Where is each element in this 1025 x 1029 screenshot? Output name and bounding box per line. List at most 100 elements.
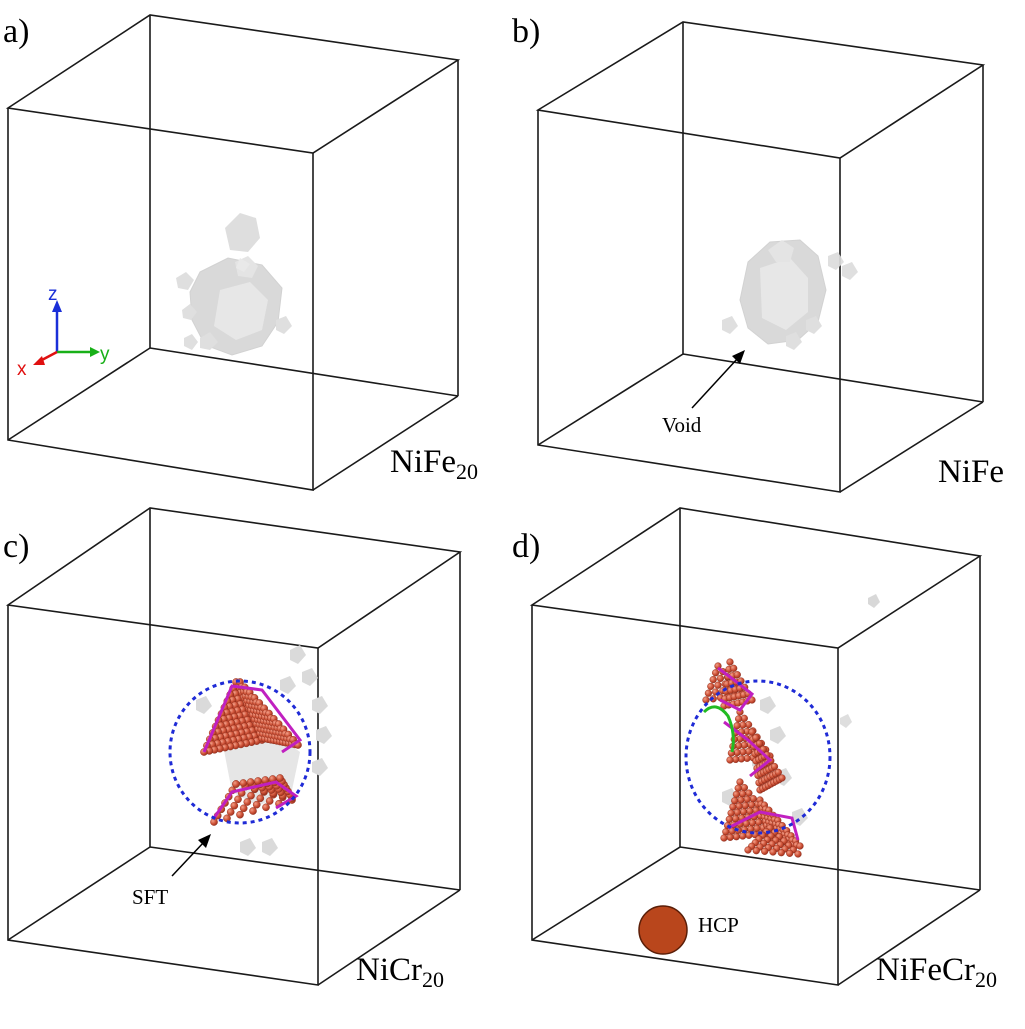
hcp-atom (761, 847, 769, 855)
hcp-legend-label: HCP (698, 913, 739, 937)
hcp-atom (246, 778, 255, 786)
hcp-atom (740, 783, 749, 792)
hcp-atom (730, 664, 738, 672)
stray-atom-d (868, 594, 880, 608)
stacking-fault-line-d2 (723, 720, 773, 778)
void-cluster-b (722, 239, 858, 350)
hcp-atom (254, 777, 262, 785)
hcp-atom (731, 797, 739, 805)
box-bottom-right-edge (312, 395, 459, 491)
box-front-edges (531, 605, 839, 986)
box-hidden-edges (537, 22, 684, 446)
stacking-fault-line-lower (212, 780, 299, 819)
box-top-face (535, 21, 986, 159)
simulation-box-a (5, 14, 461, 491)
panel-b-label: b) (512, 13, 540, 50)
box-top-face (529, 507, 983, 649)
box-front-edges (537, 110, 841, 493)
hcp-atom (739, 832, 747, 840)
hcp-atom (726, 658, 734, 666)
hcp-atom (755, 739, 764, 748)
highlight-circle-d (684, 679, 832, 835)
void-annotation: Void (662, 350, 745, 437)
hcp-atom (752, 734, 760, 742)
z-axis-label: z (48, 284, 58, 305)
hcp-atom (778, 774, 786, 782)
hcp-atom (746, 807, 754, 815)
hcp-atom (252, 800, 261, 809)
box-front-edges (7, 108, 314, 491)
hcp-atom (733, 722, 741, 730)
hcp-atom (777, 849, 785, 857)
void-label: Void (662, 413, 702, 437)
hcp-atom (770, 762, 779, 771)
sft-cluster (168, 645, 332, 856)
hcp-atom (249, 807, 257, 815)
hcp-atom (733, 808, 741, 817)
hcp-atom (734, 715, 743, 723)
hcp-atom (769, 848, 777, 856)
hcp-atom (733, 671, 741, 679)
panel-b: b) Void NiFe (512, 13, 1004, 493)
panel-c: c) (3, 507, 463, 992)
box-front-edges (7, 605, 319, 986)
panel-a: a) z y (3, 13, 478, 491)
dislocation-line-green (702, 705, 735, 753)
sft-label: SFT (132, 885, 168, 909)
panel-c-label: c) (3, 528, 29, 565)
hcp-atom (732, 790, 741, 799)
stacking-fault-line-upper (202, 684, 303, 754)
hcp-atom (262, 803, 270, 812)
hcp-legend-swatch (638, 905, 688, 955)
box-hidden-edges (7, 15, 151, 441)
hcp-atom (716, 674, 725, 683)
hcp-atom (748, 728, 756, 736)
hcp-atom (726, 833, 734, 841)
void-arrowhead-icon (732, 350, 745, 364)
hcp-atom (743, 795, 751, 803)
hcp-atom (256, 794, 265, 803)
x-axis-label: x (17, 359, 27, 380)
hcp-atom (726, 756, 734, 764)
x-arrowhead-icon (33, 356, 45, 365)
stacking-fault-line-d3 (727, 810, 800, 841)
highlight-circle-c (168, 679, 312, 825)
stacking-fault-line-d1 (717, 666, 755, 712)
sft-annotation: SFT (132, 834, 211, 909)
stray-atom-d2 (840, 714, 852, 728)
hcp-atom (748, 819, 757, 827)
box-hidden-edges (7, 508, 151, 941)
hcp-atom (739, 808, 748, 816)
y-axis-label: y (100, 344, 110, 365)
hcp-atom (709, 675, 717, 684)
void-pointer-line (691, 357, 739, 409)
panel-d: d) (512, 507, 997, 992)
hcp-atom (707, 682, 715, 691)
box-bottom-back-edge (149, 347, 459, 397)
panel-a-label: a) (3, 13, 29, 50)
hcp-atom (727, 809, 735, 817)
box-bottom-right-edge (317, 889, 461, 986)
box-bottom-back-edge (149, 846, 461, 891)
hcp-atom (774, 768, 782, 776)
hcp-atom (725, 815, 733, 823)
hcp-atom (276, 774, 284, 782)
hcp-atom (239, 804, 248, 813)
hcp-atom (704, 689, 713, 697)
hcp-atom (247, 791, 255, 800)
hcp-atom (731, 815, 740, 823)
hcp-atom (747, 801, 756, 809)
panel-d-label: d) (512, 528, 540, 565)
box-bottom-right-edge (839, 401, 984, 493)
box-bottom-back-edge (682, 353, 984, 403)
hcp-atom (735, 802, 743, 810)
hcp-atom (753, 824, 761, 833)
material-label-c: NiCr20 (356, 952, 444, 992)
hcp-atom (796, 842, 804, 850)
simulation-box-b (535, 21, 986, 493)
sft-arrowhead-icon (198, 834, 211, 848)
hcp-atom (234, 795, 242, 804)
hcp-atom (239, 779, 248, 787)
box-top-face (5, 14, 461, 154)
hcp-atom (745, 789, 753, 797)
